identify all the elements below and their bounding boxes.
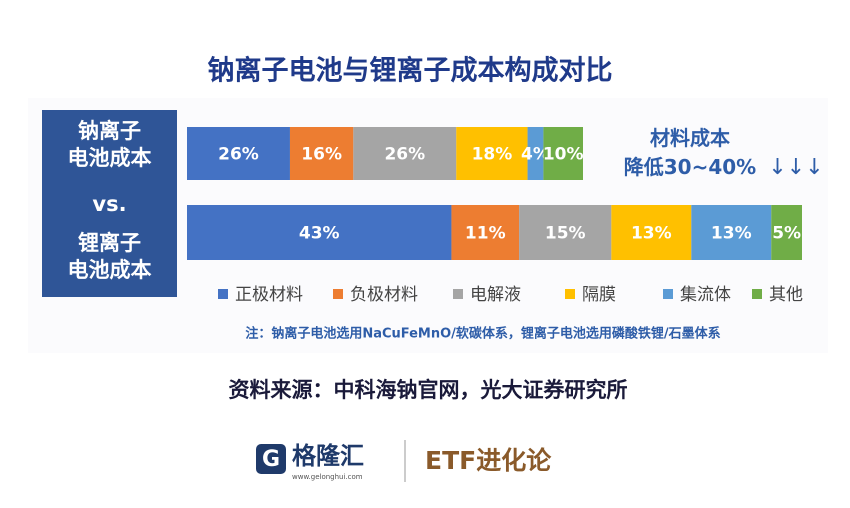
bar-segment xyxy=(353,127,457,180)
category-label: 锂离子 电池成本 xyxy=(67,231,152,282)
logo-icon xyxy=(256,444,286,474)
logo-text: 格隆汇 xyxy=(292,442,364,470)
data-label: 16% xyxy=(301,145,342,165)
category-panel xyxy=(42,110,177,297)
data-label: 26% xyxy=(218,145,259,165)
bar-segment xyxy=(527,127,544,180)
note: 注：钠离子电池选用NaCuFeMnO/软碳体系，锂离子电池选用磷酸铁锂/石墨体系 xyxy=(245,326,720,342)
bar-segment xyxy=(543,127,583,180)
bar-segment xyxy=(187,127,290,180)
legend-swatch xyxy=(218,289,228,299)
annotation: 材料成本 降低30~40% xyxy=(623,126,757,179)
annotation-arrows: ↓↓↓ xyxy=(768,155,823,180)
legend-swatch xyxy=(663,289,673,299)
category-label: 钠离子 电池成本 xyxy=(67,119,152,170)
bar-segment xyxy=(611,205,692,260)
data-label: 43% xyxy=(299,224,340,244)
bar-segment xyxy=(519,205,612,260)
legend-label: 正极材料 xyxy=(235,285,303,305)
data-label: 11% xyxy=(465,224,506,244)
data-label: 15% xyxy=(545,224,586,244)
data-label: 10% xyxy=(543,145,584,165)
chart-title: 钠离子电池与锂离子成本构成对比 xyxy=(208,55,613,87)
logo-glyph: G xyxy=(262,447,280,472)
data-label: 18% xyxy=(472,145,513,165)
legend-swatch xyxy=(453,289,463,299)
legend-label: 其他 xyxy=(769,285,803,305)
data-label: 13% xyxy=(631,224,672,244)
bar-segment xyxy=(771,205,802,260)
data-label: 26% xyxy=(384,145,425,165)
bar-segment xyxy=(456,127,528,180)
data-label: 13% xyxy=(711,224,752,244)
source: 资料来源：中科海钠官网，光大证券研究所 xyxy=(229,378,628,402)
vs-label: vs. xyxy=(92,192,127,216)
bar-segment xyxy=(187,205,452,260)
legend-swatch xyxy=(565,289,575,299)
data-label: 4% xyxy=(521,145,550,165)
bar-segment xyxy=(289,127,354,180)
legend-label: 电解液 xyxy=(470,285,521,305)
brand: ETF进化论 xyxy=(425,446,552,475)
bar-segment xyxy=(691,205,772,260)
bar-segment xyxy=(451,205,520,260)
legend-label: 集流体 xyxy=(680,285,731,305)
data-label: 5% xyxy=(772,224,801,244)
logo-url: www.gelonghui.com xyxy=(292,473,363,481)
legend-swatch xyxy=(752,289,762,299)
legend-label: 负极材料 xyxy=(350,285,418,305)
legend-swatch xyxy=(333,289,343,299)
legend-label: 隔膜 xyxy=(582,285,616,305)
